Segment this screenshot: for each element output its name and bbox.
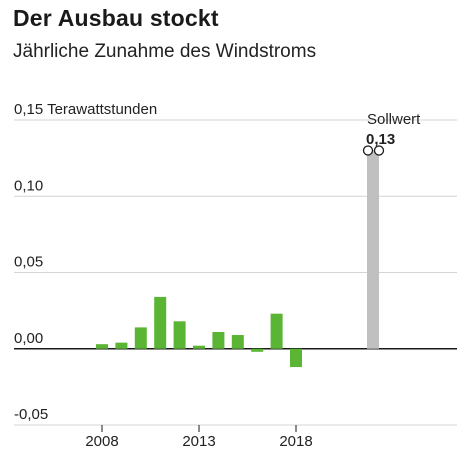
chart-title: Der Ausbau stockt bbox=[13, 5, 219, 31]
x-tick-label: 2018 bbox=[279, 433, 312, 450]
bar-2008 bbox=[96, 344, 108, 349]
bar-2012 bbox=[173, 321, 186, 349]
bar-2018 bbox=[290, 348, 302, 368]
y-tick-label: 0,05 bbox=[14, 254, 43, 271]
bar-2009 bbox=[115, 342, 128, 349]
bar-2015 bbox=[231, 335, 244, 349]
bar-2011 bbox=[154, 296, 167, 349]
target-marker-right bbox=[373, 145, 385, 156]
chart-subtitle: Jährliche Zunahme des Windstroms bbox=[13, 41, 317, 62]
y-tick-label: 0,10 bbox=[14, 177, 43, 194]
x-tick-label: 2008 bbox=[85, 433, 118, 450]
bar-2017 bbox=[270, 313, 283, 349]
x-tick-label: 2013 bbox=[182, 433, 215, 450]
bar-2016 bbox=[251, 348, 264, 352]
target-label: Sollwert bbox=[367, 111, 421, 128]
target-marker-left bbox=[362, 145, 374, 156]
y-tick-label: -0,05 bbox=[14, 406, 48, 423]
y-tick-label: 0,00 bbox=[14, 330, 43, 347]
bar-2010 bbox=[134, 327, 147, 349]
target-bar bbox=[367, 150, 379, 349]
target-value-label: 0,13 bbox=[366, 131, 395, 148]
bar-2013 bbox=[193, 345, 205, 349]
bar-2014 bbox=[212, 331, 225, 349]
y-tick-label: 0,15 Terawattstunden bbox=[14, 101, 157, 118]
